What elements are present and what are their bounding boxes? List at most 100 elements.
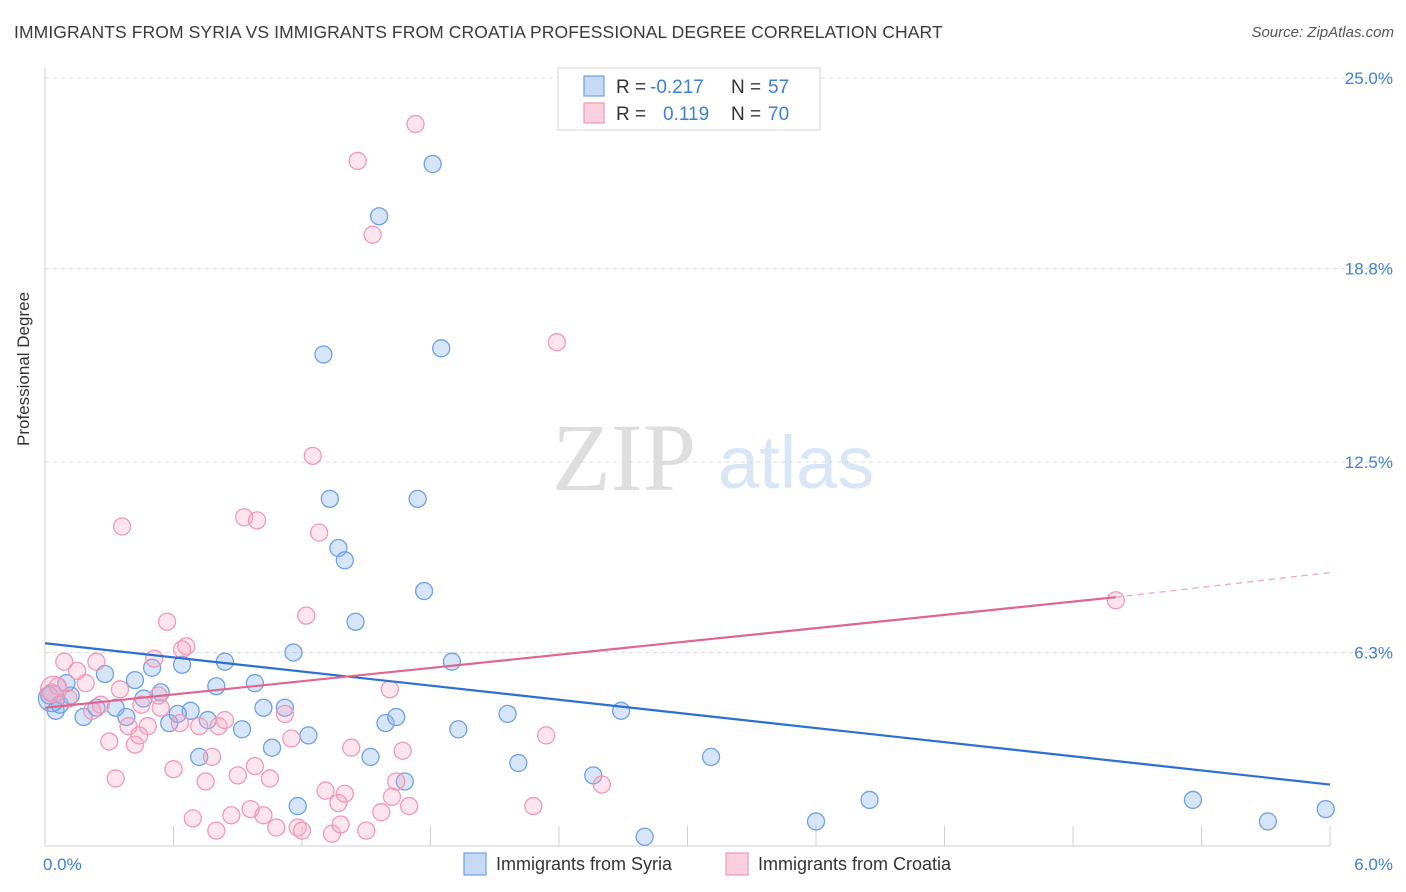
croatia-point bbox=[254, 806, 273, 825]
syria-point bbox=[172, 655, 192, 674]
syria-point bbox=[498, 704, 517, 724]
syria-point bbox=[262, 738, 282, 757]
croatia-point bbox=[183, 809, 202, 828]
x-tick-label: 6.0% bbox=[1354, 855, 1393, 874]
croatia-point bbox=[329, 793, 348, 813]
syria-point bbox=[275, 698, 295, 717]
croatia-point bbox=[170, 713, 190, 733]
croatia-point bbox=[297, 606, 316, 625]
axes: 0.0% 6.0% bbox=[43, 68, 1393, 874]
croatia-point bbox=[196, 772, 215, 791]
croatia-point bbox=[260, 769, 280, 788]
croatia-point bbox=[110, 680, 130, 699]
syria-point bbox=[860, 790, 879, 810]
legend-r-label-croatia: R = bbox=[616, 104, 646, 125]
croatia-point bbox=[524, 796, 543, 816]
syria-point bbox=[369, 207, 389, 226]
croatia-point bbox=[309, 523, 329, 542]
legend-swatch-croatia bbox=[583, 102, 605, 124]
croatia-point bbox=[190, 717, 209, 736]
croatia-point bbox=[342, 738, 361, 757]
croatia-point bbox=[125, 735, 145, 754]
syria-point bbox=[1183, 790, 1203, 810]
croatia-point bbox=[59, 689, 78, 708]
syria-point bbox=[408, 489, 427, 509]
syria-point bbox=[449, 720, 468, 739]
syria-point bbox=[414, 581, 434, 601]
syria-point bbox=[387, 707, 406, 727]
croatia-point bbox=[316, 781, 335, 800]
croatia-point bbox=[380, 680, 399, 699]
syria-point bbox=[701, 747, 721, 767]
y-tick-label: 18.8% bbox=[1345, 259, 1393, 278]
croatia-point bbox=[537, 726, 556, 745]
croatia-point bbox=[406, 114, 425, 134]
series-legend-label-syria: Immigrants from Syria bbox=[496, 854, 673, 874]
croatia-point bbox=[292, 821, 312, 840]
croatia-point bbox=[106, 769, 125, 788]
legend-r-value-syria: -0.217 bbox=[650, 77, 704, 98]
watermark: ZIP atlas bbox=[552, 404, 874, 511]
croatia-point bbox=[112, 517, 132, 536]
croatia-point bbox=[132, 695, 151, 714]
syria-point bbox=[125, 670, 145, 690]
croatia-point bbox=[172, 640, 192, 659]
croatia-point bbox=[267, 818, 286, 837]
croatia-point bbox=[202, 747, 222, 767]
syria-point bbox=[37, 684, 66, 713]
croatia-point bbox=[357, 821, 376, 840]
legend-swatch-syria bbox=[583, 75, 605, 97]
croatia-point bbox=[157, 612, 177, 631]
croatia-point bbox=[215, 710, 235, 730]
croatia-point bbox=[228, 766, 247, 785]
legend-n-value-croatia: 70 bbox=[768, 104, 789, 125]
croatia-point bbox=[363, 225, 382, 244]
croatia-point bbox=[387, 772, 406, 791]
syria-point bbox=[190, 747, 209, 767]
croatia-point bbox=[245, 756, 265, 776]
croatia-point bbox=[393, 741, 412, 760]
y-tick-label: 12.5% bbox=[1345, 453, 1393, 472]
legend-n-label-syria: N = bbox=[731, 77, 761, 98]
croatia-point bbox=[1106, 591, 1125, 610]
croatia-point bbox=[145, 649, 164, 668]
syria-point bbox=[1258, 812, 1278, 831]
syria-point bbox=[232, 720, 252, 739]
croatia-point bbox=[335, 784, 354, 803]
syria-point bbox=[376, 713, 395, 733]
syria-point bbox=[635, 827, 654, 846]
syria-trend-line bbox=[44, 642, 1331, 786]
syria-point bbox=[806, 812, 826, 831]
croatia-point bbox=[303, 446, 322, 466]
syria-point bbox=[284, 643, 303, 662]
series-legend-label-croatia: Immigrants from Croatia bbox=[758, 854, 952, 874]
croatia-point bbox=[275, 704, 295, 724]
series-legend: Immigrants from Syria Immigrants from Cr… bbox=[463, 852, 952, 876]
legend-r-value-croatia: 0.119 bbox=[663, 104, 709, 125]
croatia-point bbox=[348, 151, 367, 171]
croatia-point bbox=[55, 652, 74, 671]
grid: 6.3% 12.5% 18.8% 25.0% bbox=[45, 69, 1393, 662]
croatia-point bbox=[372, 803, 391, 822]
croatia-trend-line bbox=[44, 596, 1116, 709]
croatia-point bbox=[39, 675, 68, 703]
croatia-point bbox=[76, 674, 95, 693]
series-legend-swatch-syria bbox=[463, 852, 487, 876]
syria-point bbox=[299, 726, 318, 745]
series-legend-swatch-croatia bbox=[725, 852, 749, 876]
trend-lines bbox=[44, 571, 1331, 786]
source-note: Source: ZipAtlas.com bbox=[1251, 24, 1394, 41]
chart-title: IMMIGRANTS FROM SYRIA VS IMMIGRANTS FROM… bbox=[14, 22, 943, 42]
syria-point bbox=[320, 489, 339, 509]
croatia-point bbox=[331, 815, 350, 834]
croatia-point bbox=[222, 806, 241, 825]
croatia-point bbox=[91, 695, 110, 714]
croatia-point bbox=[130, 726, 149, 745]
syria-point bbox=[254, 698, 273, 717]
croatia-point bbox=[592, 775, 611, 794]
syria-point bbox=[509, 753, 528, 773]
x-tick-label: 0.0% bbox=[43, 855, 82, 874]
y-tick-label: 25.0% bbox=[1345, 69, 1393, 88]
croatia-point bbox=[282, 729, 301, 748]
